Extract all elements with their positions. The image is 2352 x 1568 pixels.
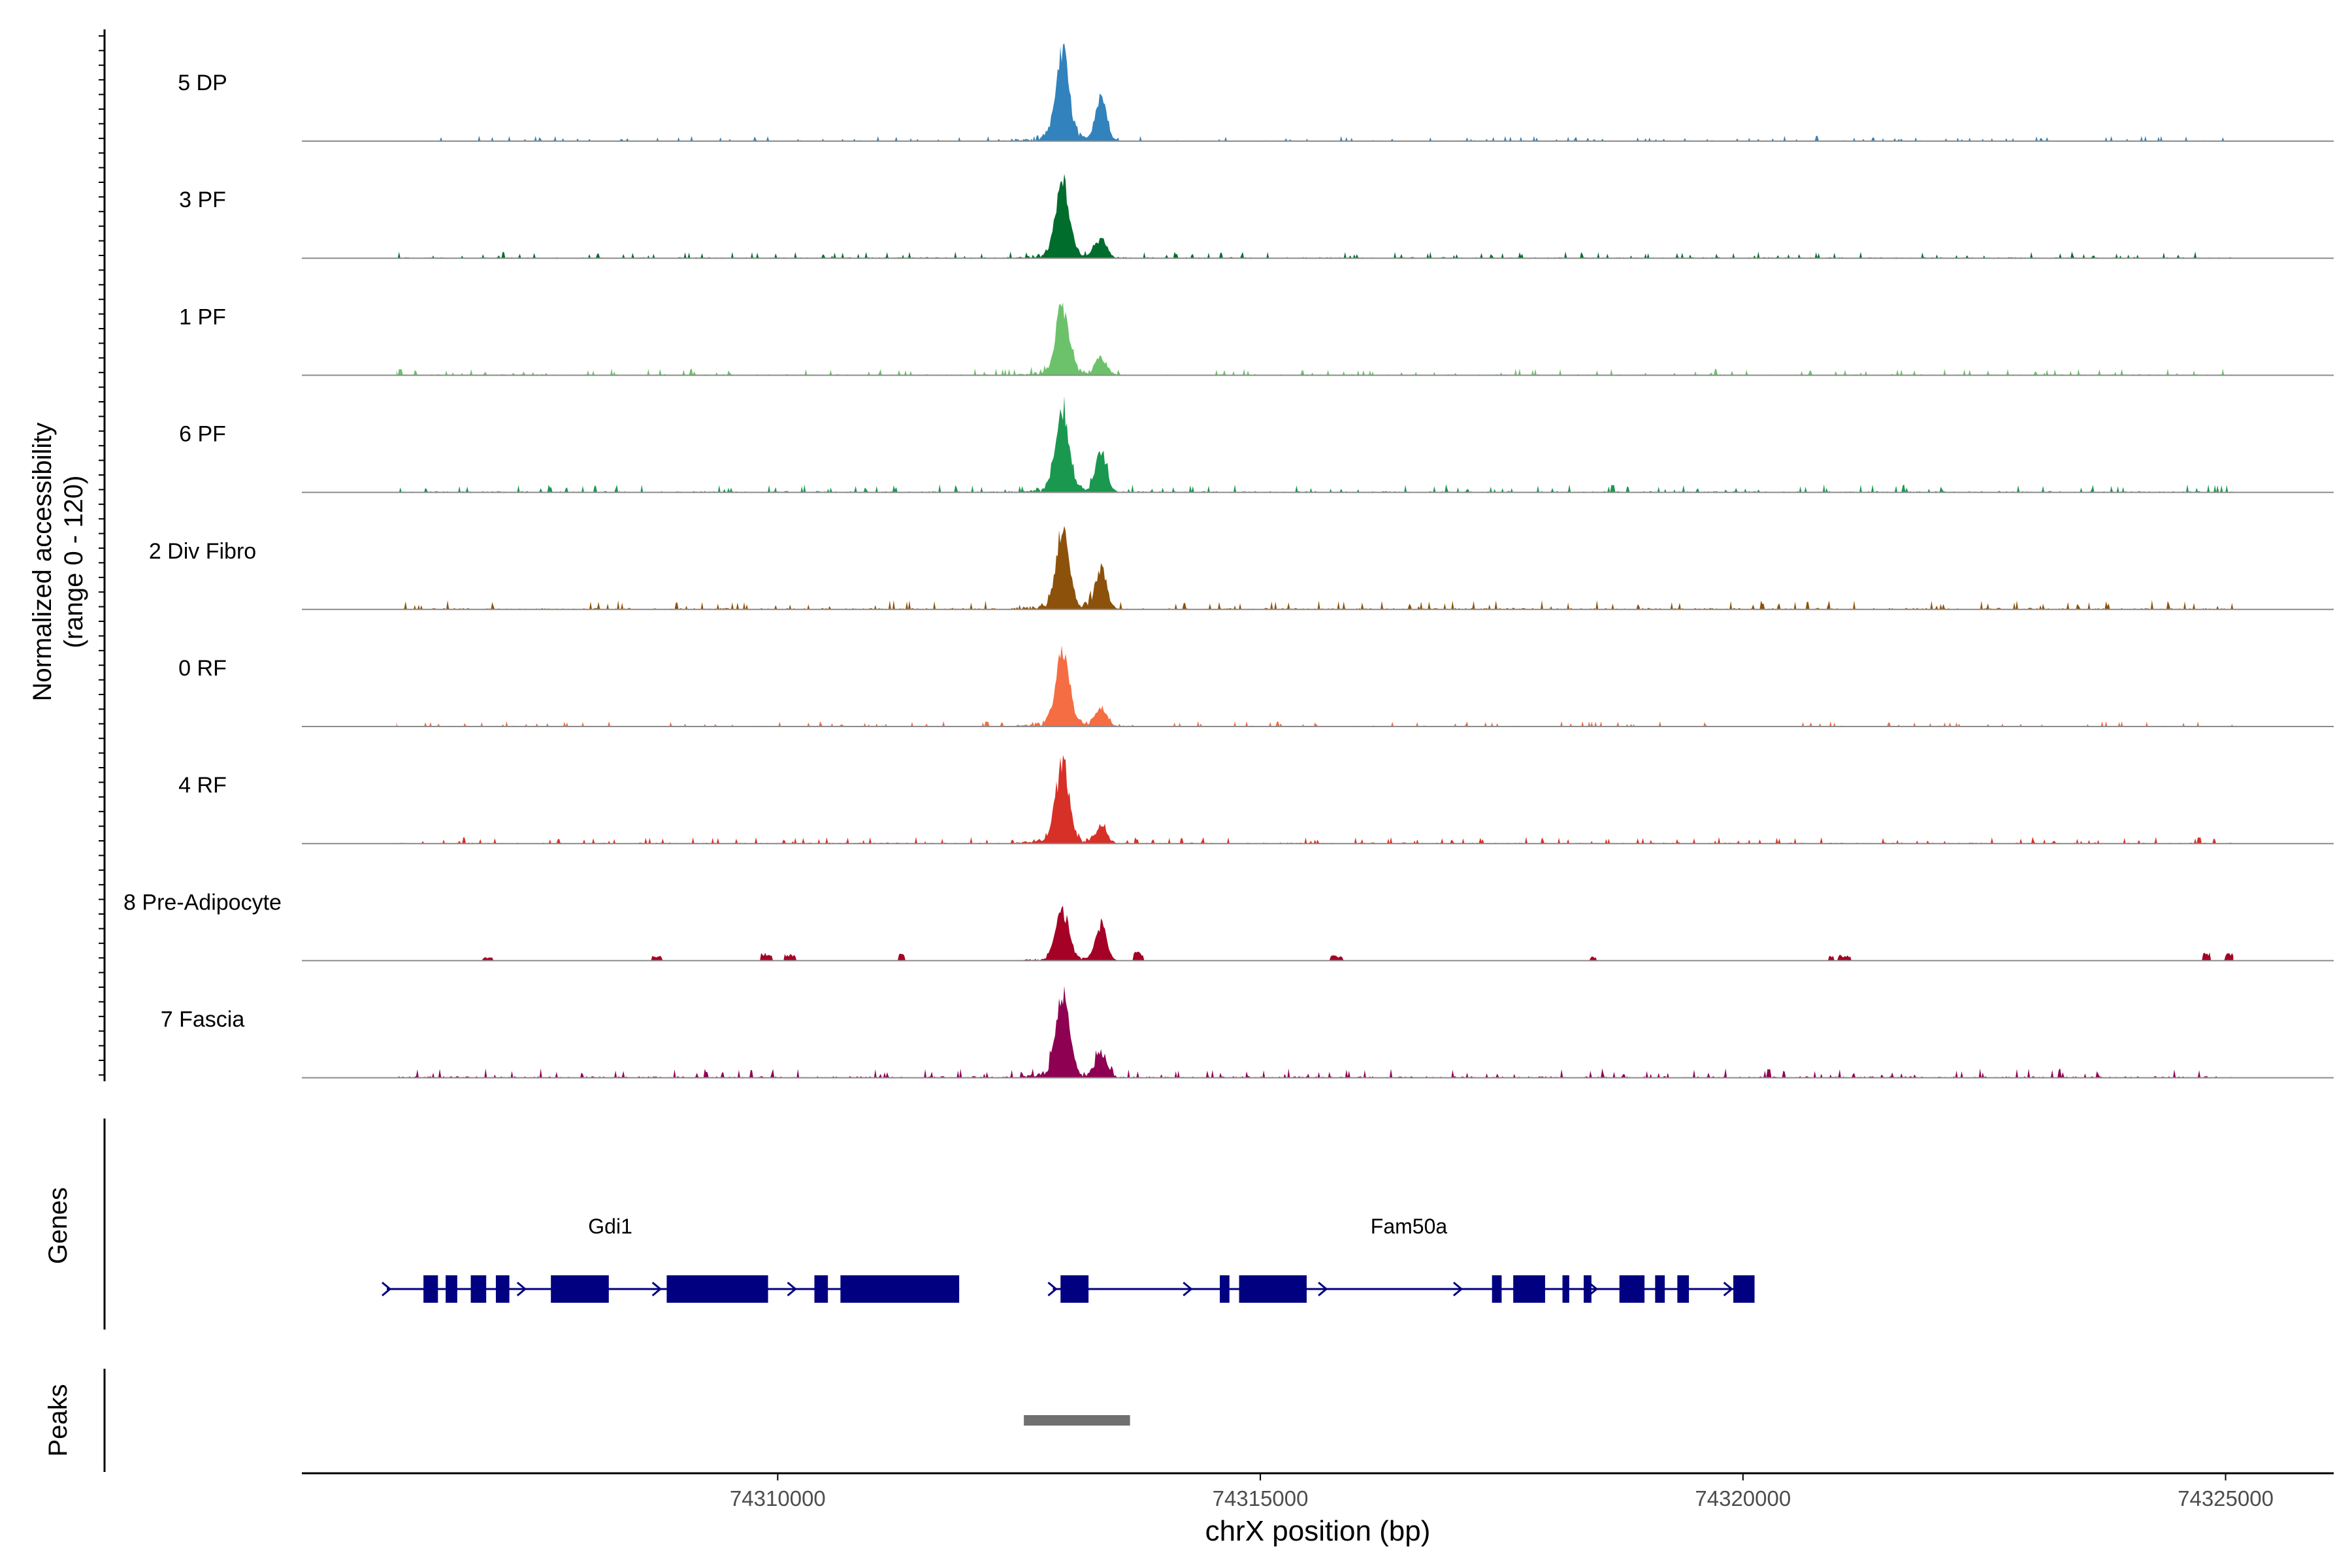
gene-label: Fam50a (1371, 1215, 1448, 1238)
track-8-pre-adipocyte: 8 Pre-Adipocyte (123, 890, 2334, 962)
exon (1513, 1275, 1545, 1303)
gene-gdi1: Gdi1 (382, 1215, 960, 1303)
exon (1220, 1275, 1230, 1303)
exon (1239, 1275, 1307, 1303)
strand-arrow (1047, 1281, 1058, 1297)
strand-arrow (651, 1281, 662, 1297)
exon (666, 1275, 768, 1303)
exon (470, 1275, 487, 1303)
x-axis-ticks: 74310000 74315000 74320000 74325000 (730, 1473, 2274, 1511)
track-6-pf: 6 PF (179, 396, 2334, 493)
exon (840, 1275, 960, 1303)
gene-label: Gdi1 (588, 1215, 632, 1238)
track-label: 6 PF (179, 422, 226, 447)
track-1-pf: 1 PF (179, 302, 2334, 376)
track-label: 1 PF (179, 304, 226, 329)
exon (1655, 1275, 1665, 1303)
exon (1619, 1275, 1645, 1303)
track-label: 0 RF (178, 656, 227, 681)
track-label: 7 Fascia (161, 1007, 245, 1032)
track-7-fascia: 7 Fascia (161, 986, 2334, 1079)
y-axis-label-line2: (range 0 - 120) (59, 476, 88, 649)
strand-arrow (1318, 1281, 1328, 1297)
gene-fam50a: Fam50a (1047, 1215, 1755, 1303)
track-3-pf: 3 PF (179, 174, 2334, 259)
track-5-dp: 5 DP (178, 43, 2334, 142)
exon (495, 1275, 510, 1303)
exon (423, 1275, 438, 1303)
track-label: 5 DP (178, 71, 227, 95)
gene-models: Gdi1 Fam50a (382, 1215, 1755, 1303)
y-axis-label-line1: Normalized accessibility (28, 423, 57, 702)
exon (1677, 1275, 1690, 1303)
track-2-div-fibro: 2 Div Fibro (149, 526, 2334, 610)
track-label: 3 PF (179, 188, 226, 212)
peak-regions (1024, 1415, 1130, 1426)
exon (446, 1275, 457, 1303)
x-axis-label: chrX position (bp) (1205, 1515, 1431, 1547)
track-0-rf: 0 RF (178, 645, 2334, 727)
peak-bar (1024, 1415, 1130, 1426)
track-label: 2 Div Fibro (149, 539, 256, 564)
strand-arrow (516, 1281, 527, 1297)
x-tick-label: 74320000 (1695, 1486, 1791, 1511)
strand-arrow (1183, 1281, 1193, 1297)
strand-arrow (787, 1281, 797, 1297)
track-label: 4 RF (178, 773, 227, 798)
genes-panel-label: Genes (44, 1187, 73, 1264)
x-tick-label: 74310000 (730, 1486, 826, 1511)
exon (814, 1275, 828, 1303)
exon (1492, 1275, 1502, 1303)
x-tick-label: 74315000 (1213, 1486, 1309, 1511)
exon (551, 1275, 609, 1303)
coverage-y-ticks (99, 35, 105, 1076)
exon (1060, 1275, 1089, 1303)
coverage-tracks: 5 DP 3 PF 1 PF 6 PF 2 Div Fibro 0 RF 4 RF 8 Pre… (123, 43, 2334, 1079)
strand-arrow (1723, 1281, 1733, 1297)
peaks-panel-label: Peaks (44, 1384, 73, 1456)
exon (1562, 1275, 1569, 1303)
exon (1733, 1275, 1755, 1303)
track-4-rf: 4 RF (178, 755, 2334, 845)
x-tick-label: 74325000 (2178, 1486, 2274, 1511)
strand-arrow (382, 1281, 392, 1297)
track-label: 8 Pre-Adipocyte (123, 890, 282, 915)
strand-arrow (1453, 1281, 1463, 1297)
exon (1584, 1275, 1592, 1303)
